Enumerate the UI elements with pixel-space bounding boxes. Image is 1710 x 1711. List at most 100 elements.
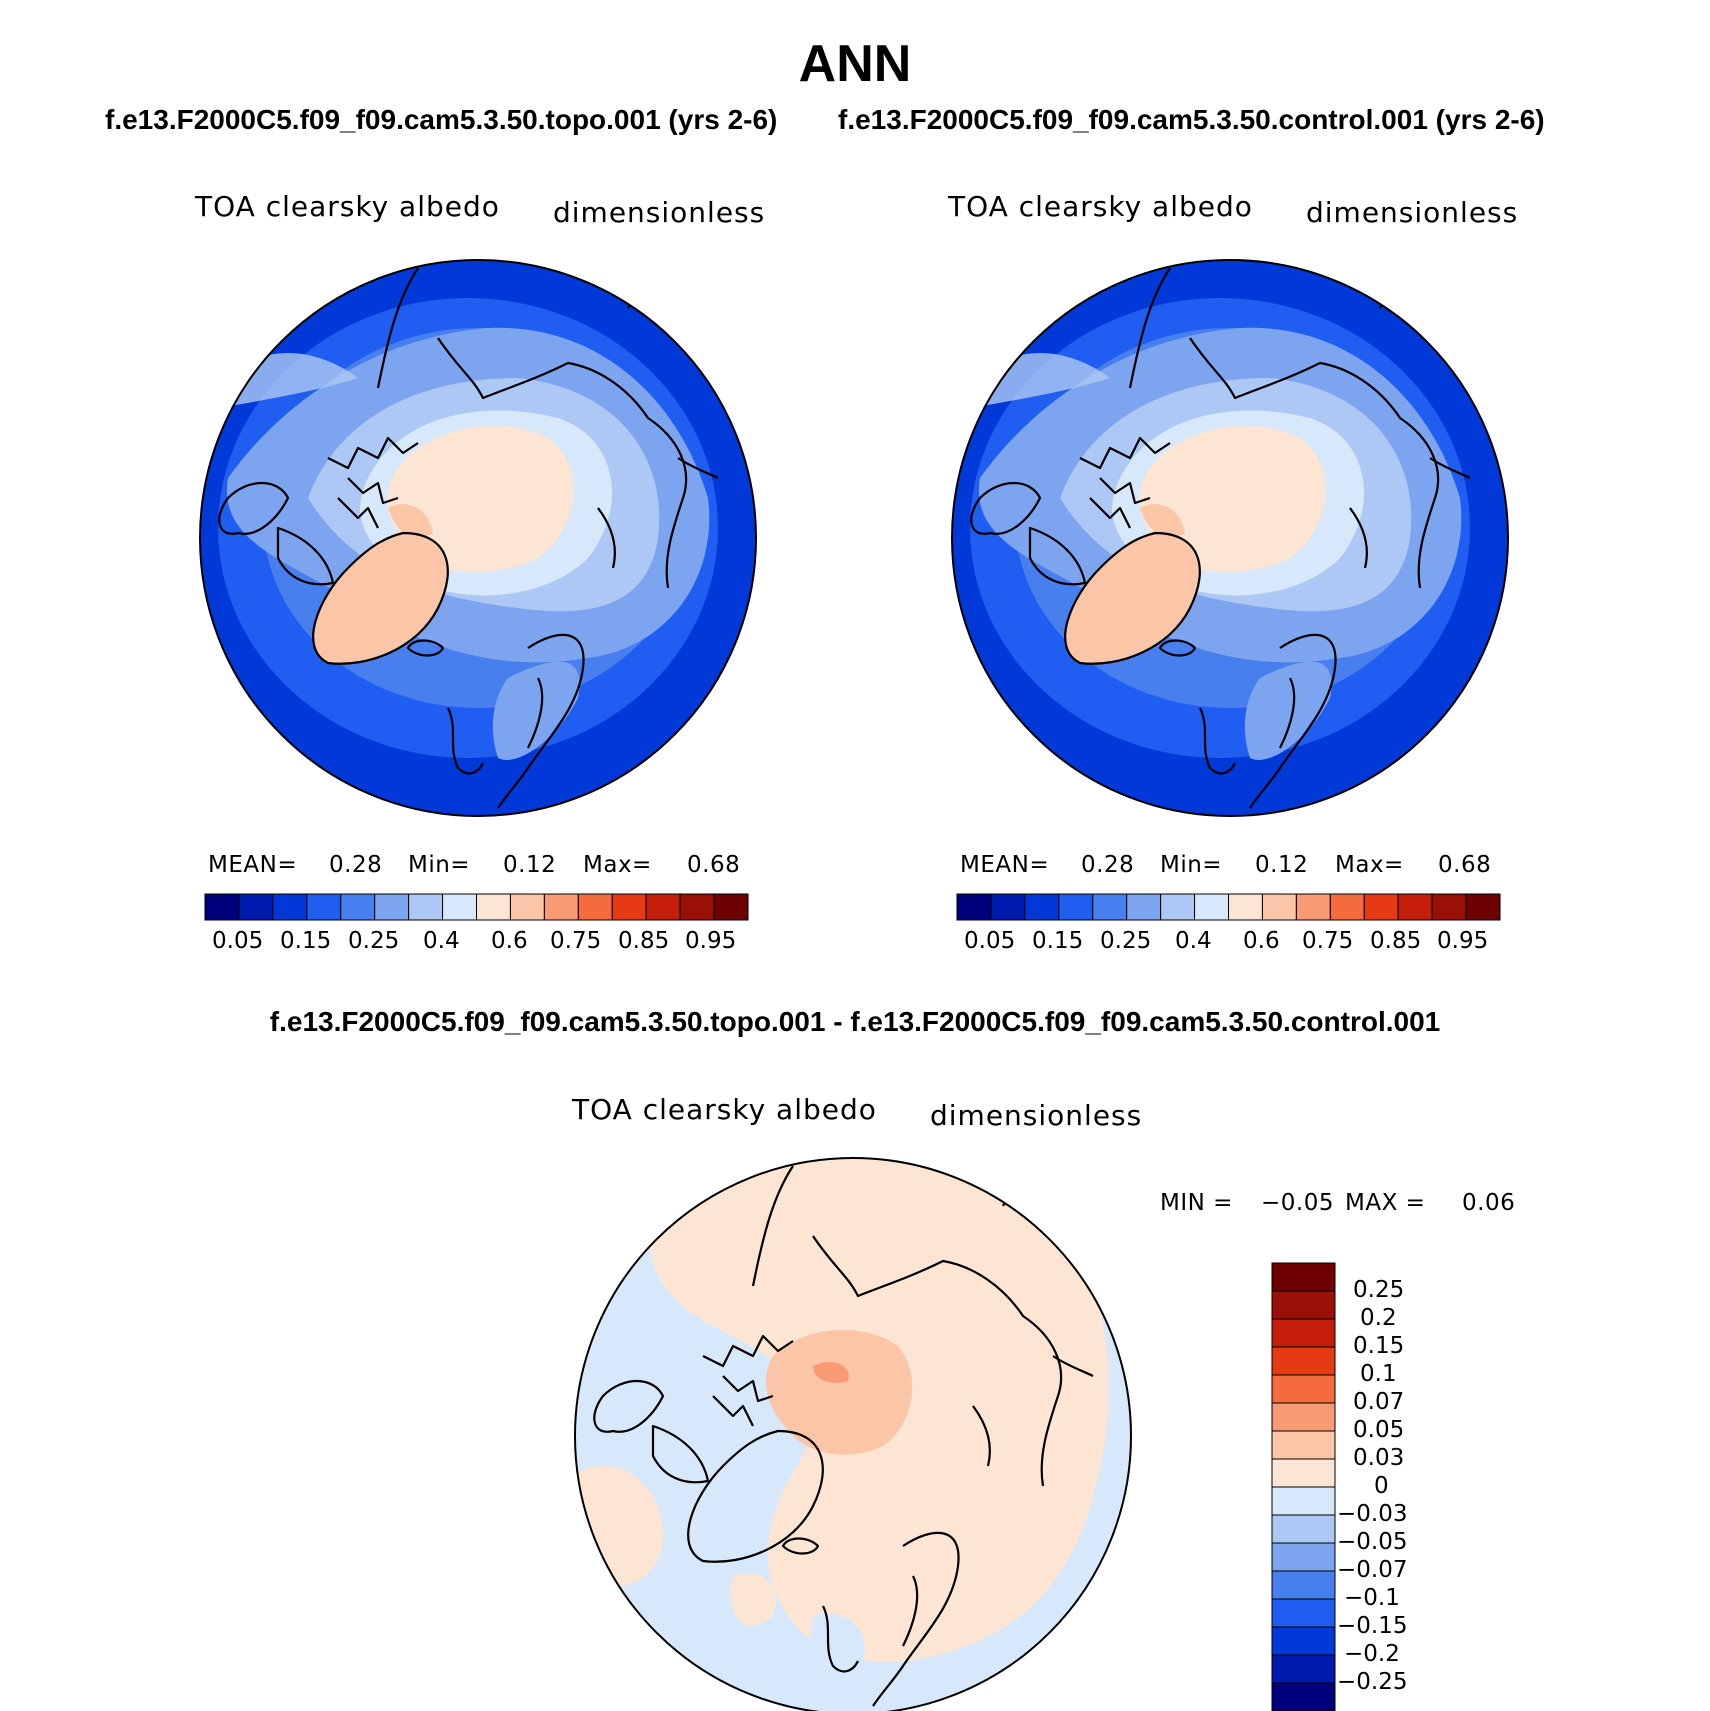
colorbar-swatch [408, 893, 444, 921]
colorbar-tick: 0.25 [1100, 928, 1152, 954]
colorbar-swatch [1271, 1682, 1336, 1711]
colorbar-swatch [1465, 893, 1501, 921]
colorbar-swatch [990, 893, 1026, 921]
colorbar-swatch [1271, 1570, 1336, 1600]
colorbar-swatch [1271, 1626, 1336, 1656]
colorbar-tick: 0.75 [550, 928, 602, 954]
colorbar-tick: 0.03 [1353, 1445, 1405, 1471]
main-title: ANN [798, 35, 912, 93]
colorbar-tick: 0.95 [685, 928, 737, 954]
colorbar-tick: 0.05 [1353, 1417, 1405, 1443]
colorbar-swatch [1271, 1262, 1336, 1292]
colorbar-swatch [1228, 893, 1263, 921]
colorbar-tick: 0.4 [423, 928, 460, 954]
colorbar-swatch [1295, 893, 1331, 921]
colorbar-swatch [1271, 1514, 1336, 1544]
colorbar-swatch [956, 893, 992, 921]
colorbar-tick: 0 [1374, 1473, 1389, 1499]
colorbar-tick: 0.05 [964, 928, 1016, 954]
colorbar-swatch [476, 893, 511, 921]
colorbar-tick: −0.03 [1337, 1501, 1408, 1527]
control-min-label: Min= [1160, 852, 1223, 878]
diff-min-value: −0.05 [1261, 1190, 1334, 1216]
colorbar-swatch [1271, 1430, 1336, 1460]
difference-title: f.e13.F2000C5.f09_f09.cam5.3.50.topo.001… [269, 1006, 1441, 1037]
control-variable-label: TOA clearsky albedo [948, 190, 1253, 223]
colorbar-swatch [442, 893, 477, 921]
topo-colorbar [204, 893, 749, 921]
control-max-value: 0.68 [1438, 852, 1492, 878]
colorbar-swatch [1058, 893, 1094, 921]
diff-max-label: MAX = [1345, 1190, 1426, 1216]
colorbar-swatch [1271, 1542, 1336, 1572]
topo-polar-map [199, 259, 757, 817]
colorbar-tick: 0.25 [348, 928, 400, 954]
difference-polar-map [574, 1157, 1132, 1711]
colorbar-swatch [1194, 893, 1229, 921]
colorbar-tick: 0.15 [280, 928, 332, 954]
colorbar-tick: 0.95 [1437, 928, 1489, 954]
colorbar-swatch [713, 893, 749, 921]
colorbar-swatch [1271, 1654, 1336, 1684]
colorbar-tick: 0.05 [212, 928, 264, 954]
colorbar-swatch [1024, 893, 1060, 921]
colorbar-swatch [1363, 893, 1399, 921]
control-mean-label: MEAN= [960, 852, 1050, 878]
colorbar-tick: 0.85 [618, 928, 670, 954]
colorbar-tick: 0.4 [1175, 928, 1212, 954]
topo-run-title: f.e13.F2000C5.f09_f09.cam5.3.50.topo.001… [105, 104, 778, 135]
colorbar-tick: 0.6 [1243, 928, 1280, 954]
colorbar-swatch [238, 893, 274, 921]
colorbar-swatch [1126, 893, 1162, 921]
topo-variable-label: TOA clearsky albedo [195, 190, 500, 223]
control-units-label: dimensionless [1306, 196, 1519, 229]
colorbar-swatch [645, 893, 681, 921]
control-max-label: Max= [1335, 852, 1404, 878]
control-colorbar [956, 893, 1501, 921]
colorbar-tick: 0.2 [1360, 1305, 1397, 1331]
colorbar-swatch [1271, 1290, 1336, 1320]
colorbar-swatch [1271, 1486, 1336, 1516]
colorbar-swatch [509, 893, 545, 921]
colorbar-swatch [306, 893, 342, 921]
colorbar-tick: −0.15 [1337, 1613, 1408, 1639]
colorbar-swatch [1160, 893, 1196, 921]
colorbar-tick: 0.07 [1353, 1389, 1405, 1415]
control-min-value: 0.12 [1255, 852, 1309, 878]
topo-mean-value: 0.28 [329, 852, 383, 878]
colorbar-tick: −0.2 [1344, 1641, 1400, 1667]
topo-max-label: Max= [583, 852, 652, 878]
colorbar-swatch [272, 893, 308, 921]
colorbar-swatch [1271, 1346, 1336, 1376]
control-mean-value: 0.28 [1081, 852, 1135, 878]
colorbar-tick: −0.07 [1337, 1557, 1408, 1583]
colorbar-swatch [1092, 893, 1128, 921]
colorbar-swatch [1271, 1458, 1336, 1488]
colorbar-swatch [577, 893, 613, 921]
colorbar-swatch [204, 893, 240, 921]
colorbar-tick: 0.25 [1353, 1277, 1405, 1303]
colorbar-tick: −0.05 [1337, 1529, 1408, 1555]
diff-max-value: 0.06 [1462, 1190, 1516, 1216]
colorbar-swatch [1271, 1374, 1336, 1404]
topo-min-label: Min= [408, 852, 471, 878]
colorbar-swatch [611, 893, 647, 921]
colorbar-swatch [1431, 893, 1467, 921]
colorbar-swatch [1271, 1318, 1336, 1348]
colorbar-swatch [1397, 893, 1433, 921]
colorbar-swatch [679, 893, 715, 921]
colorbar-tick: 0.15 [1032, 928, 1084, 954]
colorbar-swatch [1271, 1598, 1336, 1628]
topo-units-label: dimensionless [553, 196, 766, 229]
colorbar-swatch [374, 893, 410, 921]
colorbar-swatch [543, 893, 579, 921]
colorbar-swatch [1329, 893, 1365, 921]
colorbar-tick: 0.85 [1370, 928, 1422, 954]
diff-colorbar [1271, 1262, 1336, 1711]
colorbar-swatch [340, 893, 376, 921]
diff-variable-label: TOA clearsky albedo [572, 1093, 877, 1126]
colorbar-tick: 0.1 [1360, 1361, 1397, 1387]
control-polar-map [951, 259, 1509, 817]
diff-units-label: dimensionless [930, 1099, 1143, 1132]
